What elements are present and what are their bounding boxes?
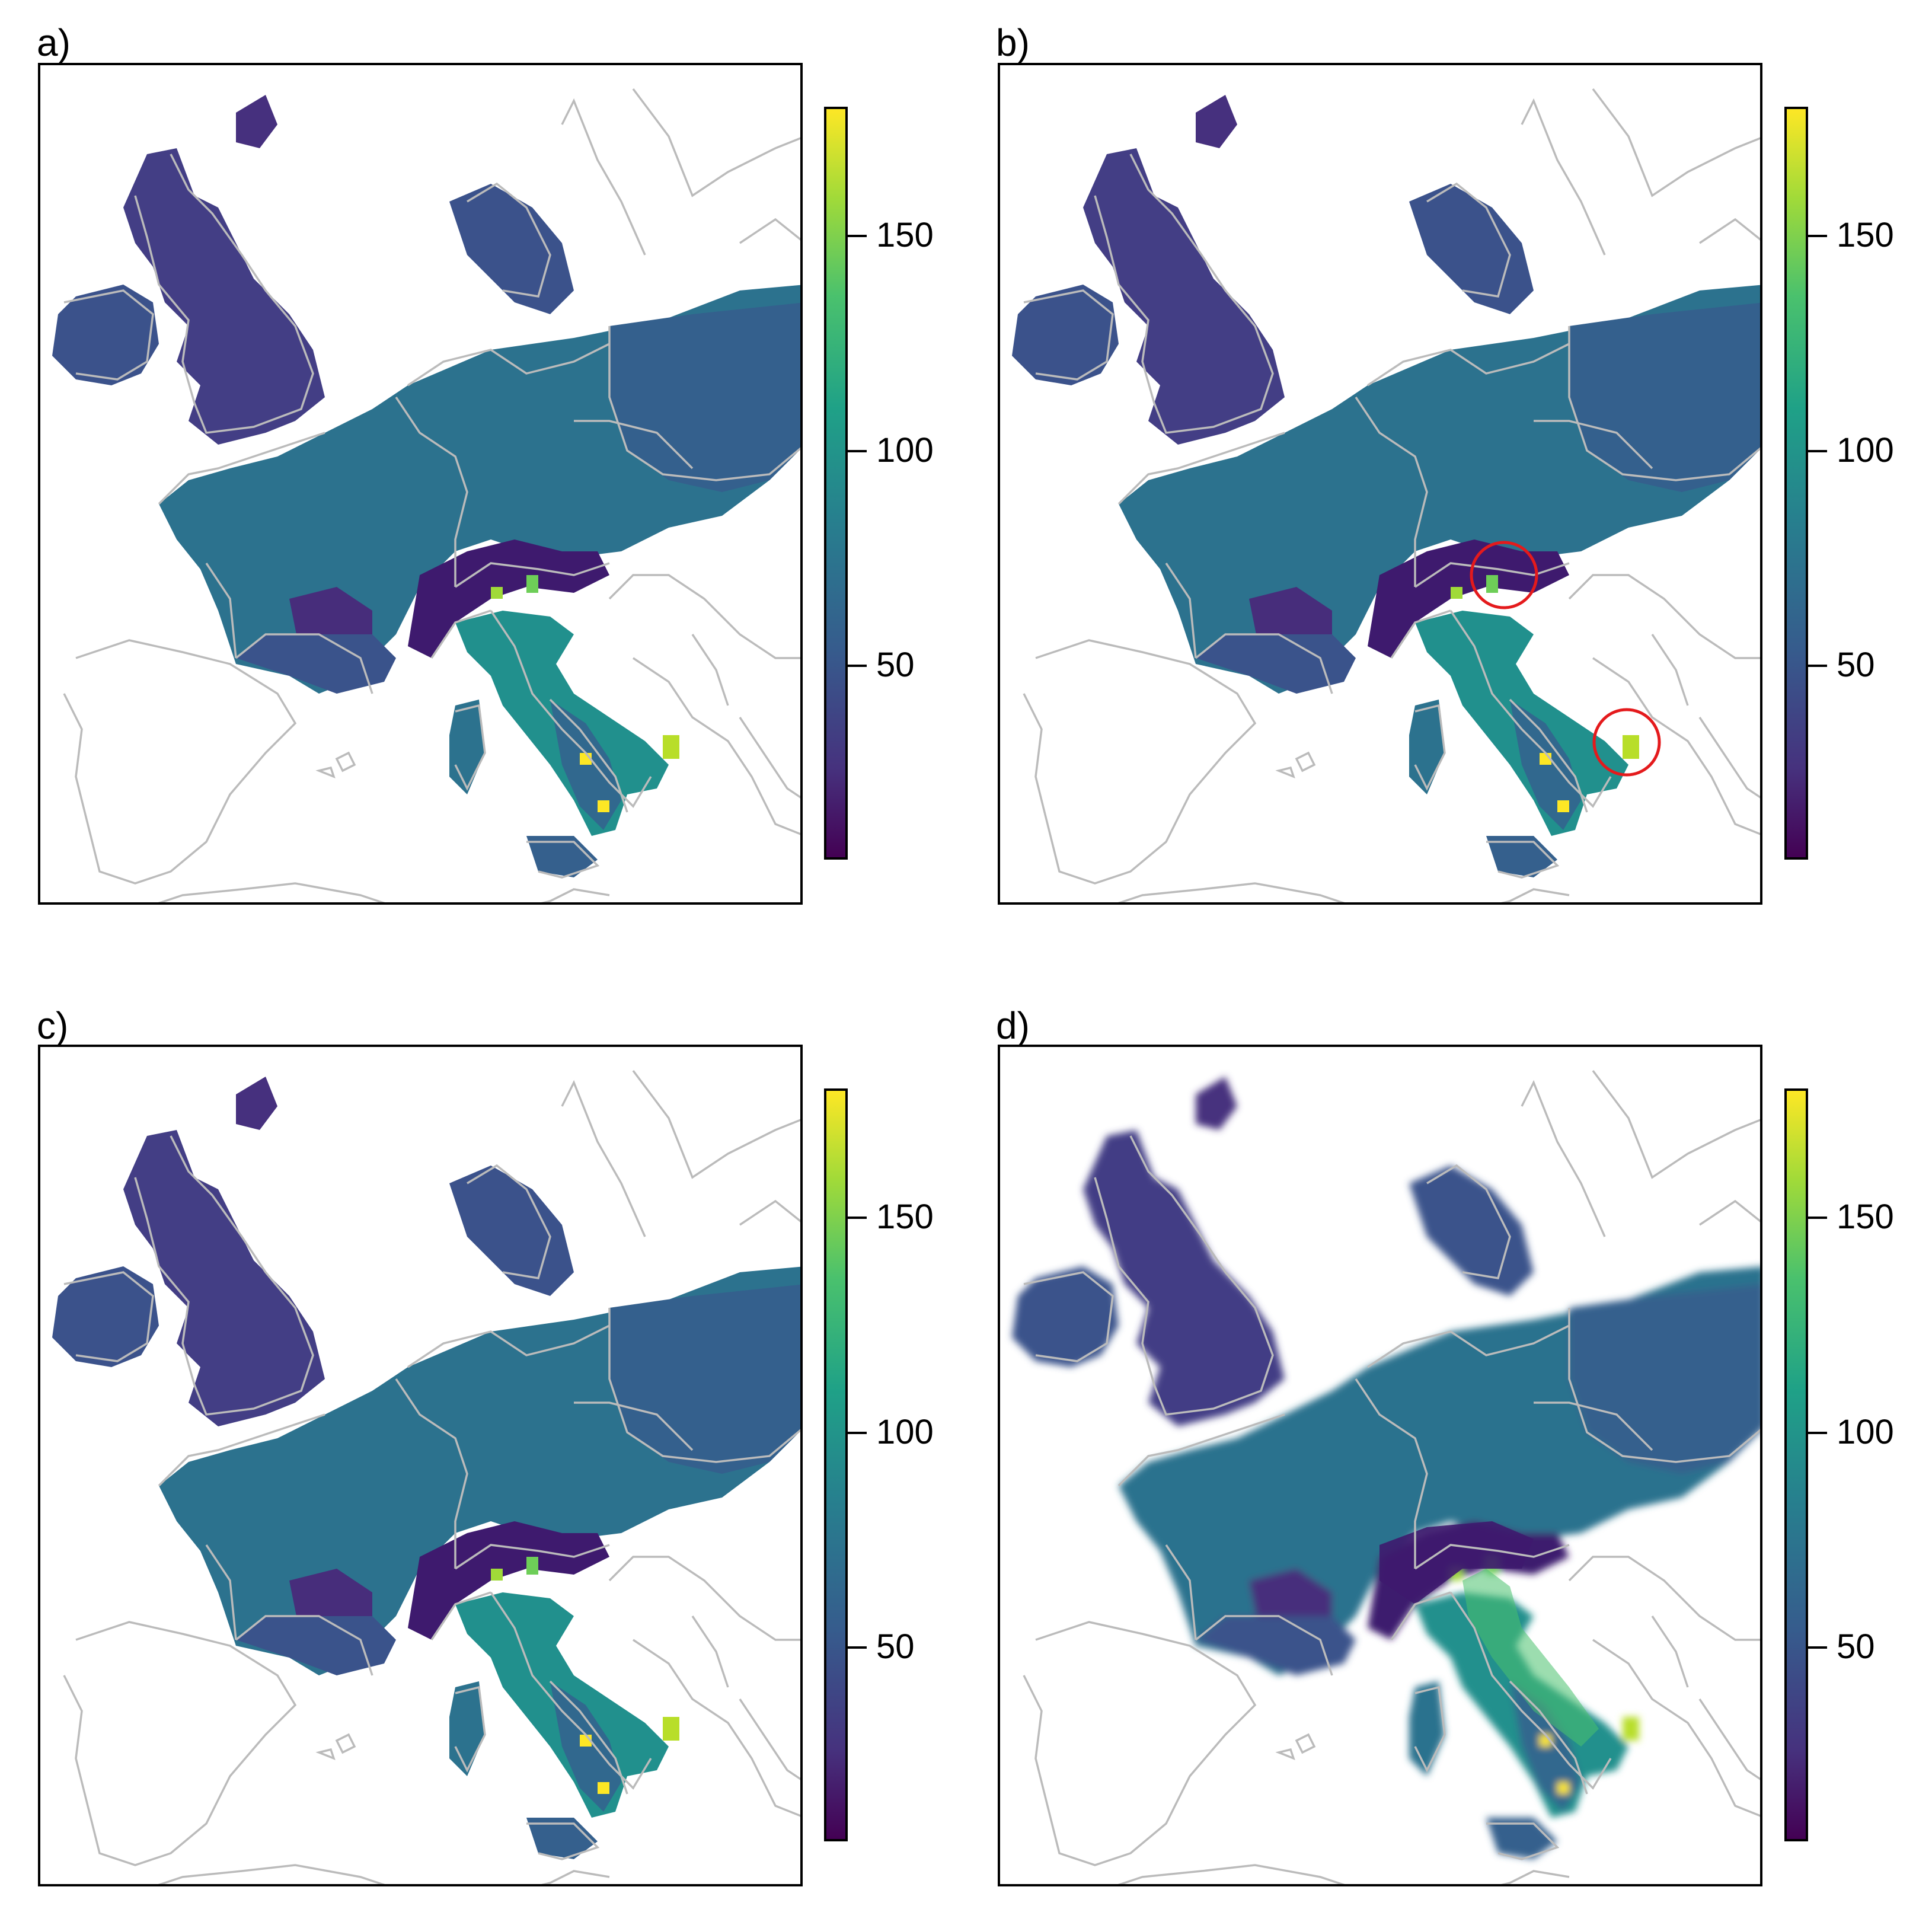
colorbar-tick [848,1646,867,1649]
colorbar-tick-label: 100 [876,1412,934,1451]
colorbar-tick-label: 150 [876,1197,934,1236]
panel-label-a: a) [37,21,71,64]
colorbar-tick [848,1431,867,1434]
map-panel-d [998,1045,1762,1886]
colorbar-tick-label: 50 [876,646,915,685]
highlight-circle-south [1592,708,1661,777]
map-canvas-d [1000,1047,1762,1886]
map-panel-b [998,63,1762,905]
colorbar-tick [1808,449,1827,452]
map-panel-a [38,63,803,905]
map-canvas-b [1000,65,1762,905]
colorbar-tick [848,665,867,668]
colorbar-tick [1808,1216,1827,1219]
colorbar-tick-label: 150 [1837,215,1894,254]
map-panel-c [38,1045,803,1886]
colorbar-tick-label: 150 [876,215,934,254]
colorbar-tick [848,1216,867,1219]
highlight-circle-north [1470,541,1538,609]
panel-label-d: d) [996,1004,1030,1047]
colorbar-tick-label: 50 [1837,1627,1875,1666]
colorbar-tick [848,449,867,452]
colorbar-tick-label: 50 [1837,646,1875,685]
colorbar-tick-label: 100 [1837,1412,1894,1451]
colorbar-c [824,1088,848,1841]
colorbar-d [1784,1088,1808,1841]
colorbar-a [824,107,848,860]
colorbar-tick [1808,1646,1827,1649]
map-canvas-c [40,1047,803,1886]
colorbar-tick [1808,1431,1827,1434]
colorbar-tick [848,234,867,237]
colorbar-tick [1808,665,1827,668]
colorbar-tick-label: 50 [876,1627,915,1666]
panel-label-b: b) [996,21,1030,64]
colorbar-b [1784,107,1808,860]
colorbar-tick [1808,234,1827,237]
colorbar-tick-label: 100 [1837,430,1894,470]
colorbar-tick-label: 150 [1837,1197,1894,1236]
colorbar-tick-label: 100 [876,430,934,470]
panel-label-c: c) [37,1004,69,1047]
map-canvas-a [40,65,803,905]
